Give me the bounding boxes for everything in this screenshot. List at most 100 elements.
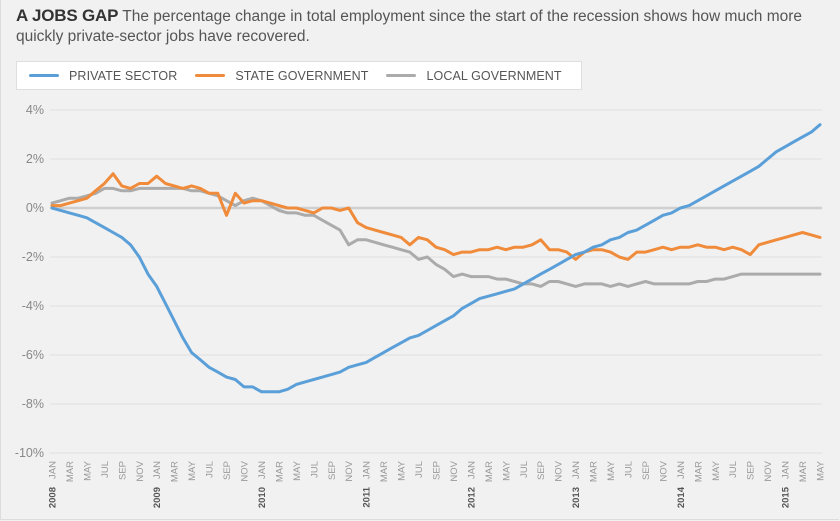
x-tick-label: JAN [781,461,792,479]
x-tick-label: MAY [397,460,408,481]
y-tick-label: -8% [22,397,44,411]
y-tick-label: -10% [15,446,44,460]
legend-item-private-sector: PRIVATE SECTOR [29,69,177,83]
x-tick: MAR [484,461,495,482]
x-tick-label: JAN [571,461,582,479]
x-tick: SEP [641,461,652,480]
x-tick-label: MAY [292,460,303,481]
x-tick: JAN 2015 [781,461,792,508]
legend-swatch-local-government [386,74,417,77]
x-tick: NOV [135,460,146,481]
x-tick-label: NOV [763,460,774,481]
chart-title: A JOBS GAP [16,6,119,25]
y-axis: 4% 2% 0% -2% -4% -6% -8% -10% [15,103,44,460]
x-tick-label: MAR [274,461,285,482]
x-tick: NOV [449,460,460,481]
y-tick-label: -4% [22,299,44,313]
x-tick: SEP [117,461,128,480]
series-line-state-government [50,172,822,261]
x-tick: MAY [816,460,827,481]
x-tick: NOV [658,460,669,481]
x-tick-label: MAR [693,461,704,482]
y-tick-label: -6% [22,348,44,362]
x-tick: JAN 2008 [48,461,59,508]
x-tick-label: MAY [82,460,93,481]
x-tick: SEP [432,461,443,480]
x-tick: MAR [170,461,181,482]
x-tick: NOV [344,460,355,481]
x-tick: MAR [379,461,390,482]
x-year-label: 2009 [152,487,163,508]
x-tick: MAR [274,461,285,482]
x-tick: JUL [100,461,111,478]
x-tick-label: MAR [589,461,600,482]
legend-item-local-government: LOCAL GOVERNMENT [386,69,562,83]
x-tick: JAN 2010 [257,461,268,508]
x-tick: JUL [728,461,739,478]
chart-subtitle: The percentage change in total employmen… [16,8,803,45]
x-tick: JUL [624,461,635,478]
x-tick-label: JUL [624,461,635,478]
legend-label: STATE GOVERNMENT [235,68,369,83]
x-tick-label: MAY [187,460,198,481]
legend-swatch-private-sector [29,74,59,77]
x-year-label: 2010 [257,487,268,508]
x-axis: JAN 2008 MAR MAY JUL SEP NOV JAN 2009 MAR MAY JUL SE… [48,460,827,508]
x-tick-label: NOV [344,460,355,481]
x-year-label: 2012 [466,487,477,508]
x-year-label: 2013 [571,487,582,508]
x-tick-label: SEP [536,461,547,480]
x-tick-label: MAR [798,461,809,482]
x-tick: MAY [292,460,303,481]
x-tick: NOV [763,460,774,481]
x-tick: JUL [205,461,216,478]
x-tick-label: SEP [117,461,128,480]
x-tick: MAY [711,460,722,481]
x-tick: MAR [589,461,600,482]
x-tick: MAR [693,461,704,482]
x-tick-label: SEP [746,461,757,480]
y-tick-label: 2% [26,152,44,166]
series-line-local-government [50,186,822,288]
x-tick-label: NOV [658,460,669,481]
x-tick: SEP [222,461,233,480]
x-tick-label: NOV [449,460,460,481]
x-tick-label: MAR [484,461,495,482]
x-tick: MAY [82,460,93,481]
x-tick-label: JUL [519,461,530,478]
x-tick-label: JAN [152,461,163,479]
x-tick-label: MAY [711,460,722,481]
series-line-private-sector [50,123,822,394]
chart-headline: A JOBS GAP The percentage change in tota… [16,6,816,47]
x-tick: SEP [746,461,757,480]
x-tick-label: JAN [676,461,687,479]
x-tick-label: MAR [170,461,181,482]
x-tick: MAY [187,460,198,481]
x-tick-label: JUL [728,461,739,478]
x-tick-label: JAN [466,461,477,479]
legend-swatch-state-government [195,74,226,77]
x-tick: SEP [536,461,547,480]
x-tick: SEP [327,461,338,480]
y-tick-label: 4% [26,103,44,117]
y-tick-label: 0% [26,201,44,215]
x-tick: JAN 2014 [676,461,687,508]
x-tick-label: MAY [501,460,512,481]
x-tick: JAN 2013 [571,461,582,508]
x-tick: NOV [240,460,251,481]
x-tick-label: JUL [309,461,320,478]
x-tick-label: MAY [816,460,827,481]
x-tick-label: NOV [554,460,565,481]
x-year-label: 2014 [676,486,687,508]
x-tick: JAN 2012 [466,461,477,508]
x-tick-label: SEP [432,461,443,480]
x-tick: MAR [798,461,809,482]
x-tick-label: JAN [362,461,373,479]
x-tick-label: JUL [414,461,425,478]
x-tick: JUL [414,461,425,478]
x-tick-label: NOV [240,460,251,481]
x-tick-label: SEP [327,461,338,480]
x-tick-label: NOV [135,460,146,481]
